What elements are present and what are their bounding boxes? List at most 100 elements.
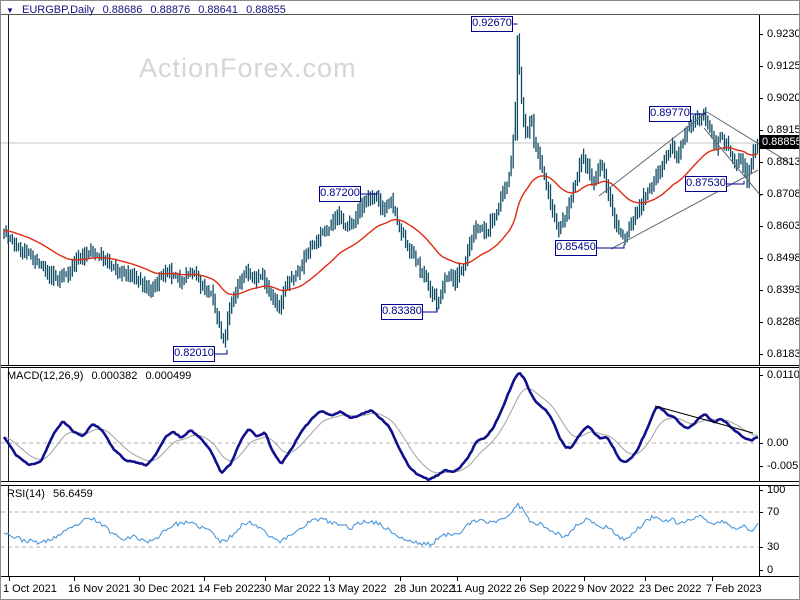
- date-label: 23 Dec 2022: [639, 583, 702, 595]
- ohlc-open: 0.88686: [102, 4, 143, 16]
- macd-trendline[interactable]: [654, 405, 754, 434]
- rsi-canvas[interactable]: [1, 485, 800, 577]
- macd-axis-tick: [759, 466, 763, 467]
- macd-axis-tick: [759, 443, 763, 444]
- date-label: 16 Nov 2021: [68, 583, 131, 595]
- current-price-tag: 0.88855: [759, 135, 799, 149]
- callout-connector: [360, 190, 378, 195]
- price-axis-label: 0.84980: [767, 252, 799, 264]
- rsi-axis-label: 0: [767, 564, 774, 576]
- date-label: 9 Nov 2022: [578, 583, 635, 595]
- date-tick: [74, 577, 75, 581]
- macd-label: MACD(12,26,9) 0.000382 0.000499: [7, 370, 196, 382]
- date-label: 28 Jun 2022: [394, 583, 455, 595]
- callout-connector: [214, 349, 228, 355]
- ohlc-low: 0.88641: [198, 4, 239, 16]
- moving-average-line[interactable]: [3, 146, 758, 296]
- price-axis-label: 0.87080: [767, 188, 799, 200]
- trendline[interactable]: [610, 169, 759, 250]
- macd-axis-label: 0.011023: [767, 369, 800, 381]
- date-tick: [712, 577, 713, 581]
- trendline[interactable]: [706, 111, 794, 166]
- watermark: ActionForex.com: [139, 53, 357, 83]
- callout-connector: [422, 307, 438, 313]
- date-label: 1 Oct 2021: [3, 583, 57, 595]
- macd-canvas[interactable]: [1, 367, 800, 482]
- main-chart-canvas[interactable]: [1, 14, 800, 366]
- macd-name: MACD(12,26,9): [7, 370, 84, 382]
- price-callout-box[interactable]: 0.92670: [471, 16, 513, 32]
- trendline[interactable]: [703, 127, 762, 197]
- symbol-name: EURGBP,Daily: [21, 4, 95, 16]
- rsi-axis-tick: [759, 490, 763, 491]
- date-label: 13 May 2022: [323, 583, 387, 595]
- rsi-axis-tick: [759, 570, 763, 571]
- price-axis-label: 0.88130: [767, 156, 799, 168]
- symbol-info: ▼ EURGBP,Daily 0.88686 0.88876 0.88641 0…: [6, 4, 291, 16]
- price-axis-label: 0.91250: [767, 60, 799, 72]
- price-axis-tick: [759, 258, 763, 259]
- date-tick: [457, 577, 458, 581]
- date-tick: [329, 577, 330, 581]
- rsi-name: RSI(14): [7, 488, 45, 500]
- date-label: 7 Feb 2023: [706, 583, 762, 595]
- rsi-axis-label: 30: [767, 541, 780, 553]
- date-label: 30 Dec 2021: [133, 583, 196, 595]
- macd-value-1: 0.000382: [91, 370, 138, 382]
- macd-axis-label: -0.005182: [767, 460, 799, 472]
- price-axis-tick: [759, 66, 763, 67]
- date-tick: [139, 577, 140, 581]
- symbol-dropdown-icon[interactable]: ▼: [6, 6, 14, 15]
- price-axis-tick: [759, 290, 763, 291]
- date-label: 11 Aug 2022: [451, 583, 512, 595]
- price-axis-label: 0.92300: [767, 28, 799, 40]
- rsi-axis-label: 100: [767, 484, 786, 496]
- date-label: 14 Feb 2022: [198, 583, 260, 595]
- date-axis[interactable]: 1 Oct 2021 16 Nov 2021 30 Dec 2021 14 Feb 2…: [1, 577, 799, 599]
- ohlc-close: 0.88855: [246, 4, 286, 16]
- macd-value-2: 0.000499: [145, 370, 192, 382]
- price-callout-box[interactable]: 0.83380: [381, 304, 423, 320]
- price-axis-label: 0.89150: [767, 124, 799, 136]
- date-tick: [9, 577, 10, 581]
- rsi-axis-label: 70: [767, 506, 780, 518]
- macd-signal-line[interactable]: [3, 388, 759, 474]
- price-axis-tick: [759, 130, 763, 131]
- macd-axis-tick: [759, 375, 763, 376]
- price-callout-box[interactable]: 0.89770: [649, 106, 691, 122]
- rsi-label: RSI(14) 56.6459: [7, 488, 98, 500]
- macd-main-line[interactable]: [2, 372, 759, 481]
- rsi-axis-tick: [759, 547, 763, 548]
- price-axis-tick: [759, 194, 763, 195]
- date-tick: [265, 577, 266, 581]
- date-label: 26 Sep 2022: [514, 583, 577, 595]
- ohlc-high: 0.88876: [150, 4, 191, 16]
- price-callout-box[interactable]: 0.87200: [319, 186, 361, 202]
- trendline[interactable]: [598, 111, 708, 197]
- price-callout-box[interactable]: 0.85450: [555, 240, 597, 256]
- price-axis-tick: [759, 162, 763, 163]
- price-axis-tick: [759, 98, 763, 99]
- price-axis-label: 0.81830: [767, 348, 799, 360]
- callout-connector: [726, 180, 745, 185]
- price-axis-tick: [759, 354, 763, 355]
- rsi-axis-tick: [759, 512, 763, 513]
- date-tick: [584, 577, 585, 581]
- price-axis-tick: [759, 322, 763, 323]
- date-tick: [204, 577, 205, 581]
- price-callout-box[interactable]: 0.82010: [173, 346, 215, 362]
- callout-connector: [690, 112, 706, 115]
- price-axis-label: 0.83930: [767, 284, 799, 296]
- rsi-line[interactable]: [3, 502, 759, 547]
- date-tick: [520, 577, 521, 581]
- date-tick: [400, 577, 401, 581]
- price-axis-label: 0.90200: [767, 92, 799, 104]
- price-axis-tick: [759, 226, 763, 227]
- date-tick: [645, 577, 646, 581]
- callout-connector: [596, 244, 625, 249]
- price-axis-label: 0.82880: [767, 316, 799, 328]
- rsi-value: 56.6459: [52, 488, 93, 500]
- price-axis-label: 0.86030: [767, 220, 799, 232]
- price-callout-box[interactable]: 0.87530: [685, 176, 727, 192]
